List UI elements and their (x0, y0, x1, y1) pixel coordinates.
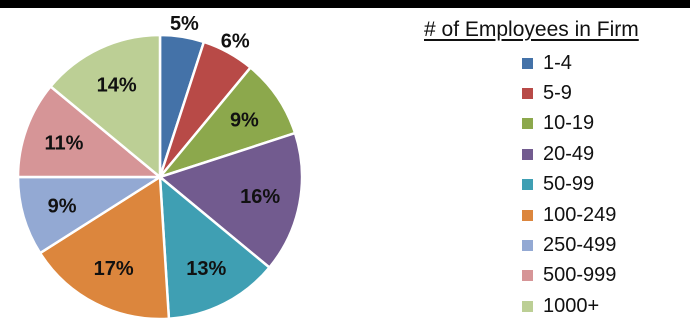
slice-value-label-10-19: 9% (230, 110, 259, 132)
legend-swatch (522, 57, 533, 69)
pie-slice-50-99 (158, 175, 271, 320)
slice-value-label-1-4: 5% (170, 13, 199, 35)
legend-item-1000-plus: 1000+ (522, 291, 690, 320)
legend-label: 20-49 (543, 142, 595, 165)
slice-value-label-1000-plus: 14% (97, 75, 137, 97)
legend-list: 1-4 5-9 10-19 20-49 50-99 100-249 250-49… (424, 48, 690, 320)
top-border-bar (0, 0, 690, 8)
pie-slice-500-999 (16, 85, 162, 179)
legend-label: 50-99 (543, 173, 595, 196)
legend-item-100-249: 100-249 (522, 200, 690, 230)
legend-title: # of Employees in Firm (424, 18, 639, 41)
legend-item-5-9: 5-9 (522, 78, 690, 108)
slice-value-label-250-499: 9% (48, 196, 77, 218)
legend-swatch (522, 118, 533, 130)
legend-label: 1-4 (543, 51, 572, 74)
slice-value-label-5-9: 6% (221, 30, 250, 52)
pie-value-labels: 5% 6% 9% 16% 13% 17% 9% 11% 14% (45, 13, 281, 280)
pie-slices (16, 33, 304, 320)
legend-item-10-19: 10-19 (522, 109, 690, 139)
legend-swatch (522, 300, 533, 312)
legend-swatch (522, 88, 533, 100)
slice-value-label-500-999: 11% (45, 132, 84, 154)
pie-slice-10-19 (158, 66, 297, 179)
pie-slice-250-499 (16, 175, 162, 255)
legend-swatch (522, 148, 533, 160)
slice-value-label-20-49: 16% (240, 186, 280, 208)
legend-label: 10-19 (543, 112, 595, 135)
slice-value-label-100-249: 17% (94, 258, 134, 280)
legend-label: 500-999 (543, 264, 617, 287)
pie-slice-20-49 (158, 131, 304, 269)
legend-label: 1000+ (543, 294, 600, 317)
legend-swatch (522, 240, 533, 252)
legend-item-250-499: 250-499 (522, 230, 690, 260)
legend-item-20-49: 20-49 (522, 139, 690, 169)
legend-swatch (522, 270, 533, 282)
legend-swatch (522, 179, 533, 191)
legend-item-50-99: 50-99 (522, 170, 690, 200)
legend-item-1-4: 1-4 (522, 48, 690, 78)
pie-slice-1000-plus (49, 33, 162, 179)
legend-label: 100-249 (543, 203, 617, 226)
legend-item-500-999: 500-999 (522, 261, 690, 291)
pie-chart: 5% 6% 9% 16% 13% 17% 9% 11% 14% (16, 13, 304, 320)
pie-slice-100-249 (38, 175, 171, 320)
legend-label: 5-9 (543, 82, 572, 105)
slice-value-label-50-99: 13% (186, 258, 226, 280)
chart-legend: # of Employees in Firm 1-4 5-9 10-19 20-… (424, 16, 690, 320)
legend-label: 250-499 (543, 234, 617, 257)
legend-swatch (522, 209, 533, 221)
